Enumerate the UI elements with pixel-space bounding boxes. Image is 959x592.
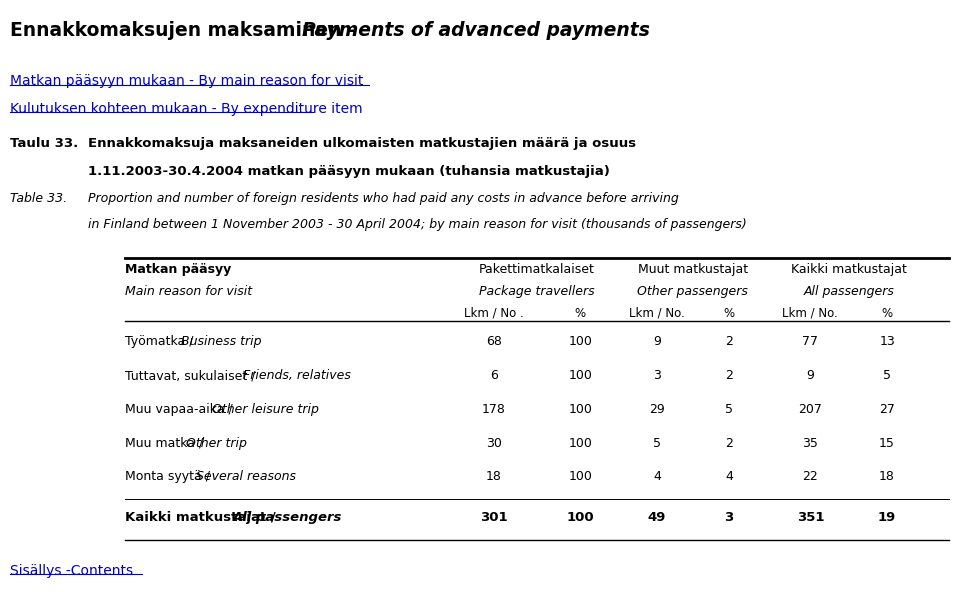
Text: 18: 18 <box>486 471 502 483</box>
Text: Kulutuksen kohteen mukaan - By expenditure item: Kulutuksen kohteen mukaan - By expenditu… <box>10 102 363 116</box>
Text: 3: 3 <box>653 369 661 382</box>
Text: Package travellers: Package travellers <box>480 285 595 298</box>
Text: Lkm / No.: Lkm / No. <box>629 307 685 320</box>
Text: Friends, relatives: Friends, relatives <box>243 369 351 382</box>
Text: 15: 15 <box>879 437 895 449</box>
Text: Kaikki matkustajat /: Kaikki matkustajat / <box>125 511 280 524</box>
Text: Several reasons: Several reasons <box>197 471 296 483</box>
Text: 2: 2 <box>725 437 733 449</box>
Text: Table 33.: Table 33. <box>10 192 67 205</box>
Text: 13: 13 <box>879 335 895 348</box>
Text: %: % <box>574 307 586 320</box>
Text: 6: 6 <box>490 369 498 382</box>
Text: Ennakkomaksujen maksaminen -: Ennakkomaksujen maksaminen - <box>10 21 362 40</box>
Text: 35: 35 <box>803 437 818 449</box>
Text: Proportion and number of foreign residents who had paid any costs in advance bef: Proportion and number of foreign residen… <box>88 192 679 205</box>
Text: Kaikki matkustajat: Kaikki matkustajat <box>791 263 906 276</box>
Text: 9: 9 <box>807 369 814 382</box>
Text: Lkm / No.: Lkm / No. <box>783 307 838 320</box>
Text: 29: 29 <box>649 403 665 416</box>
Text: Other trip: Other trip <box>186 437 247 449</box>
Text: 68: 68 <box>486 335 502 348</box>
Text: 100: 100 <box>569 369 592 382</box>
Text: Taulu 33.: Taulu 33. <box>10 137 78 150</box>
Text: Tuttavat, sukulaiset /: Tuttavat, sukulaiset / <box>125 369 259 382</box>
Text: Matkan pääsyyn mukaan - By main reason for visit: Matkan pääsyyn mukaan - By main reason f… <box>10 74 363 88</box>
Text: 30: 30 <box>486 437 502 449</box>
Text: Työmatka /: Työmatka / <box>125 335 198 348</box>
Text: 5: 5 <box>653 437 661 449</box>
Text: 178: 178 <box>482 403 505 416</box>
Text: Muu matka /: Muu matka / <box>125 437 207 449</box>
Text: 27: 27 <box>879 403 895 416</box>
Text: 1.11.2003-30.4.2004 matkan pääsyyn mukaan (tuhansia matkustajia): 1.11.2003-30.4.2004 matkan pääsyyn mukaa… <box>88 165 610 178</box>
Text: Main reason for visit: Main reason for visit <box>125 285 252 298</box>
Text: 19: 19 <box>877 511 897 524</box>
Text: 49: 49 <box>647 511 667 524</box>
Text: Lkm / No .: Lkm / No . <box>464 307 524 320</box>
Text: Other leisure trip: Other leisure trip <box>212 403 318 416</box>
Text: Monta syytä /: Monta syytä / <box>125 471 214 483</box>
Text: Ennakkomaksuja maksaneiden ulkomaisten matkustajien määrä ja osuus: Ennakkomaksuja maksaneiden ulkomaisten m… <box>88 137 637 150</box>
Text: 301: 301 <box>480 511 507 524</box>
Text: 100: 100 <box>569 471 592 483</box>
Text: Other passengers: Other passengers <box>638 285 748 298</box>
Text: 207: 207 <box>799 403 822 416</box>
Text: Matkan pääsyy: Matkan pääsyy <box>125 263 231 276</box>
Text: 4: 4 <box>725 471 733 483</box>
Text: in Finland between 1 November 2003 - 30 April 2004; by main reason for visit (th: in Finland between 1 November 2003 - 30 … <box>88 218 747 231</box>
Text: Sisällys -Contents: Sisällys -Contents <box>10 564 132 578</box>
Text: 9: 9 <box>653 335 661 348</box>
Text: All passengers: All passengers <box>232 511 341 524</box>
Text: 100: 100 <box>569 403 592 416</box>
Text: 2: 2 <box>725 335 733 348</box>
Text: All passengers: All passengers <box>804 285 894 298</box>
Text: 77: 77 <box>803 335 818 348</box>
Text: 4: 4 <box>653 471 661 483</box>
Text: %: % <box>881 307 893 320</box>
Text: %: % <box>723 307 735 320</box>
Text: 100: 100 <box>567 511 594 524</box>
Text: 100: 100 <box>569 335 592 348</box>
Text: 100: 100 <box>569 437 592 449</box>
Text: 22: 22 <box>803 471 818 483</box>
Text: 5: 5 <box>725 403 733 416</box>
Text: Muu vapaa-aika /: Muu vapaa-aika / <box>125 403 237 416</box>
Text: 2: 2 <box>725 369 733 382</box>
Text: Pakettimatkalaiset: Pakettimatkalaiset <box>480 263 595 276</box>
Text: 5: 5 <box>883 369 891 382</box>
Text: Payments of advanced payments: Payments of advanced payments <box>302 21 650 40</box>
Text: 351: 351 <box>797 511 824 524</box>
Text: Muut matkustajat: Muut matkustajat <box>638 263 748 276</box>
Text: Business trip: Business trip <box>181 335 262 348</box>
Text: 18: 18 <box>879 471 895 483</box>
Text: 3: 3 <box>724 511 734 524</box>
